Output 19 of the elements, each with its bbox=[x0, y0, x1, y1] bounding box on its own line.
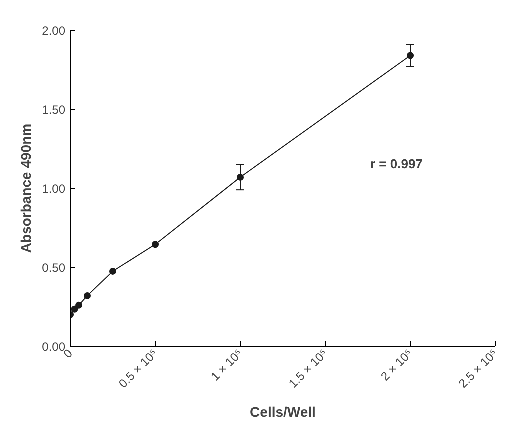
point bbox=[237, 174, 244, 181]
point bbox=[84, 292, 91, 300]
point bbox=[407, 52, 414, 60]
point bbox=[71, 306, 78, 313]
x-tick-label: 1.5 × 10⁵ bbox=[286, 346, 330, 391]
y-tick-label: 2.00 bbox=[42, 24, 66, 38]
x-tick-label: 1 × 10⁵ bbox=[208, 346, 246, 384]
y-tick-label: 1.50 bbox=[42, 103, 66, 117]
x-tick-label: 2.5 × 10⁵ bbox=[456, 346, 500, 391]
y-axis-title: Absorbance 490nm bbox=[18, 124, 34, 254]
x-axis-title: Cells/Well bbox=[250, 404, 316, 420]
point bbox=[152, 241, 159, 248]
y-tick-label: 1.00 bbox=[42, 182, 66, 196]
x-tick-label: 0.5 × 10⁵ bbox=[116, 346, 160, 391]
point bbox=[110, 268, 116, 275]
annotation: r = 0.997 bbox=[370, 156, 423, 172]
point bbox=[76, 302, 82, 309]
y-tick-label: 0.50 bbox=[42, 261, 66, 275]
x-tick-label: 2 × 10⁵ bbox=[378, 346, 416, 384]
